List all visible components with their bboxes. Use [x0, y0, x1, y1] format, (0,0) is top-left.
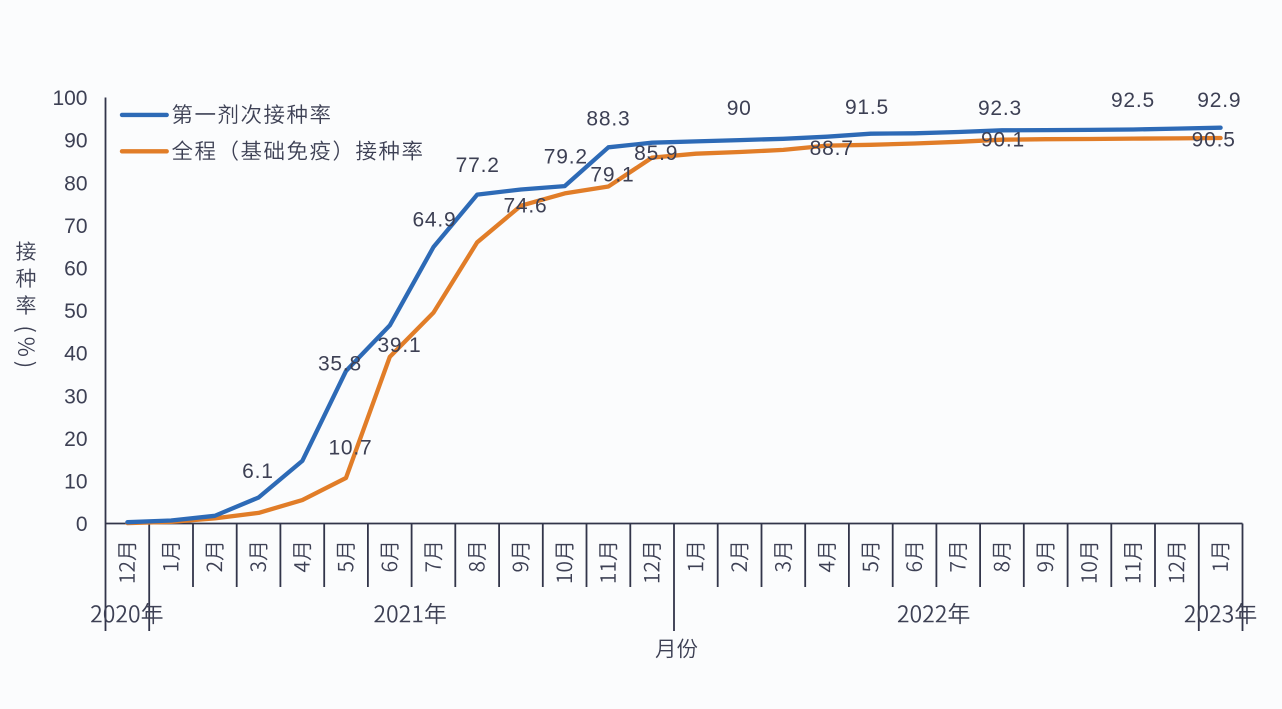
svg-text:90: 90: [727, 97, 752, 120]
svg-text:92.9: 92.9: [1197, 89, 1241, 112]
svg-text:39.1: 39.1: [377, 334, 421, 357]
svg-text:92.5: 92.5: [1111, 89, 1155, 112]
svg-text:79.2: 79.2: [544, 146, 588, 169]
svg-text:90.5: 90.5: [1192, 128, 1236, 151]
svg-text:35.8: 35.8: [318, 353, 362, 376]
svg-text:70: 70: [64, 215, 87, 238]
svg-text:30: 30: [64, 385, 87, 408]
svg-text:88.7: 88.7: [810, 137, 854, 160]
svg-text:50: 50: [64, 300, 87, 323]
svg-text:85.9: 85.9: [634, 142, 678, 165]
svg-text:74.6: 74.6: [503, 194, 547, 217]
svg-text:0: 0: [76, 513, 88, 536]
svg-text:88.3: 88.3: [586, 108, 630, 131]
svg-text:91.5: 91.5: [845, 96, 889, 119]
svg-text:10.7: 10.7: [328, 437, 372, 460]
svg-text:60: 60: [64, 258, 87, 281]
svg-text:6.1: 6.1: [242, 460, 274, 483]
svg-text:90.1: 90.1: [981, 128, 1025, 151]
svg-text:90: 90: [64, 130, 87, 153]
svg-text:92.3: 92.3: [978, 97, 1022, 120]
svg-text:64.9: 64.9: [412, 209, 456, 232]
svg-text:40: 40: [64, 343, 87, 366]
svg-text:77.2: 77.2: [456, 154, 500, 177]
svg-text:10: 10: [64, 471, 87, 494]
svg-text:79.1: 79.1: [590, 164, 634, 187]
svg-text:20: 20: [64, 428, 87, 451]
svg-text:80: 80: [64, 172, 87, 195]
svg-text:100: 100: [52, 87, 87, 110]
